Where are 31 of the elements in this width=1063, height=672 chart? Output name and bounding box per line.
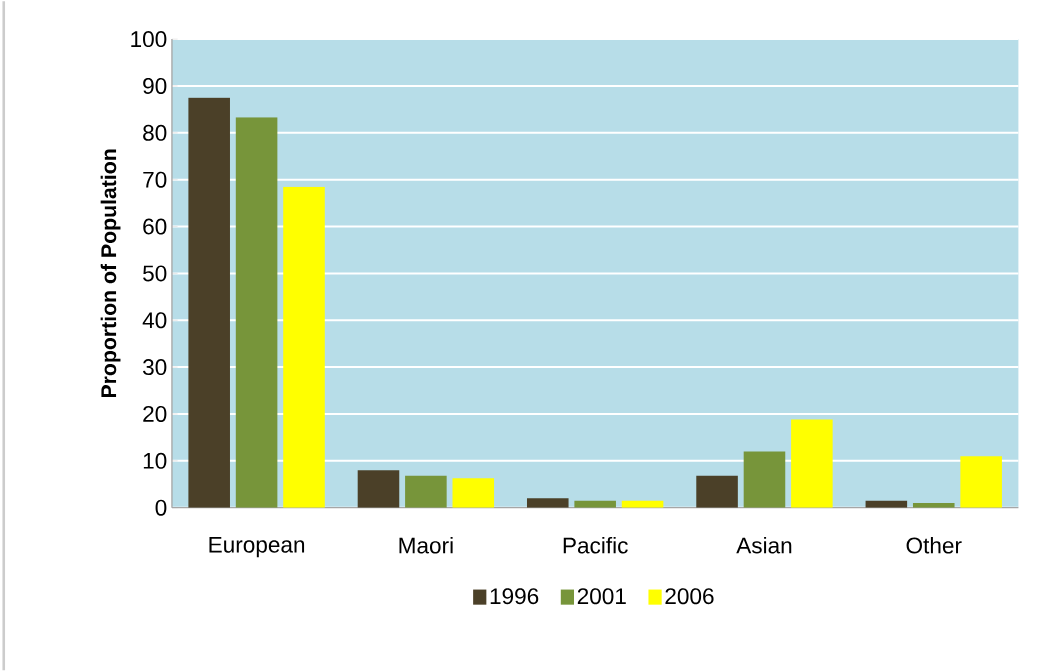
legend-label: 1996 bbox=[490, 588, 539, 605]
x-tick-label: Asian bbox=[736, 537, 792, 554]
bar bbox=[791, 419, 833, 508]
y-tick-label: 50 bbox=[143, 265, 167, 282]
y-tick-label: 100 bbox=[131, 31, 167, 48]
bar bbox=[188, 97, 230, 508]
y-tick-label: 60 bbox=[143, 218, 167, 235]
y-axis-title: Proportion of Population bbox=[100, 149, 121, 398]
bar bbox=[526, 498, 569, 508]
legend-label: 2001 bbox=[577, 588, 626, 605]
x-tick-label: Pacific bbox=[563, 537, 628, 554]
bar bbox=[235, 117, 278, 508]
y-tick-label: 70 bbox=[143, 171, 167, 188]
bar bbox=[960, 456, 1002, 508]
bar bbox=[743, 451, 786, 508]
y-tick-label: 90 bbox=[143, 78, 167, 95]
x-tick-label: Other bbox=[906, 537, 962, 554]
y-tick-label: 40 bbox=[142, 312, 167, 329]
x-tick-label: Maori bbox=[399, 537, 453, 554]
bar bbox=[452, 478, 495, 508]
bar bbox=[405, 476, 447, 508]
bar bbox=[283, 186, 325, 508]
bar bbox=[357, 470, 400, 508]
x-tick-label: European bbox=[209, 537, 305, 558]
y-tick-label: 10 bbox=[143, 453, 167, 470]
y-tick-label: 20 bbox=[143, 406, 167, 423]
legend-label: 2006 bbox=[665, 588, 714, 605]
bar bbox=[696, 476, 738, 508]
y-tick-label: 30 bbox=[142, 359, 167, 376]
y-tick-label: 0 bbox=[155, 499, 167, 516]
y-tick-label: 80 bbox=[143, 125, 167, 142]
